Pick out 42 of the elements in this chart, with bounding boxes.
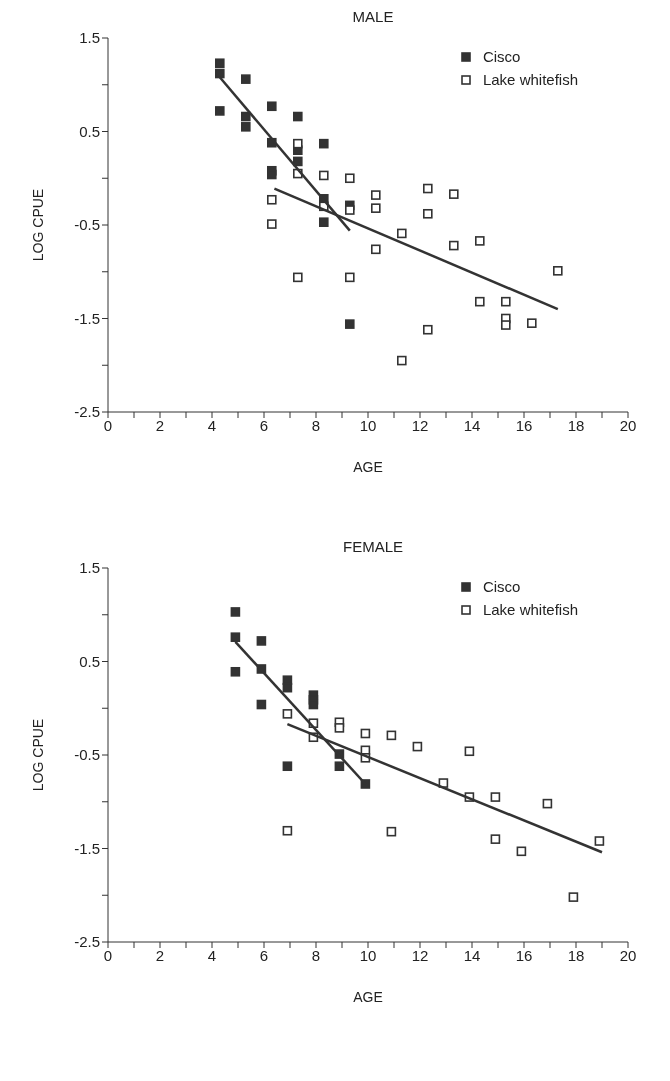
- x-tick-label: 14: [463, 946, 481, 964]
- y-axis-title: LOG CPUE: [29, 718, 46, 792]
- x-tick-label: 0: [103, 946, 113, 964]
- x-tick-label: 6: [259, 946, 269, 964]
- x-tick-label: 4: [207, 946, 217, 964]
- y-tick-label: 0.5: [79, 652, 100, 670]
- y-tick-label: -2.5: [74, 933, 100, 951]
- x-tick-label: 2: [155, 416, 165, 434]
- y-tick-label: -1.5: [74, 309, 100, 327]
- x-tick-label: 10: [359, 946, 377, 964]
- x-tick-label: 16: [515, 416, 533, 434]
- x-tick-label: 6: [259, 416, 269, 434]
- y-tick-label: -2.5: [74, 403, 100, 421]
- legend-label: Lake whitefish: [482, 71, 578, 88]
- x-tick-label: 10: [359, 416, 377, 434]
- legend-label: Cisco: [482, 578, 521, 595]
- chart-title: MALE: [351, 8, 395, 27]
- x-axis-title: AGE: [353, 989, 383, 1005]
- x-tick-label: 16: [515, 946, 533, 964]
- x-tick-label: 12: [411, 946, 429, 964]
- x-tick-label: 2: [155, 946, 165, 964]
- x-tick-label: 4: [207, 416, 217, 434]
- x-tick-label: 12: [411, 416, 429, 434]
- x-tick-label: 18: [567, 946, 585, 964]
- x-axis-title: AGE: [353, 459, 383, 475]
- x-tick-label: 20: [619, 946, 637, 964]
- legend-label: Lake whitefish: [482, 601, 578, 618]
- x-tick-label: 20: [619, 416, 637, 434]
- chart-title: FEMALE: [342, 538, 404, 557]
- y-tick-label: -0.5: [74, 746, 100, 764]
- y-tick-label: 1.5: [79, 559, 100, 577]
- x-tick-label: 14: [463, 416, 481, 434]
- x-tick-label: 0: [103, 416, 113, 434]
- legend-label: Cisco: [482, 48, 521, 65]
- x-tick-label: 18: [567, 416, 585, 434]
- y-tick-label: 1.5: [79, 29, 100, 47]
- y-axis-title: LOG CPUE: [29, 188, 46, 262]
- y-tick-label: 0.5: [79, 122, 100, 140]
- y-tick-label: -0.5: [74, 216, 100, 234]
- x-tick-label: 8: [311, 416, 321, 434]
- x-tick-label: 8: [311, 946, 321, 964]
- y-tick-label: -1.5: [74, 839, 100, 857]
